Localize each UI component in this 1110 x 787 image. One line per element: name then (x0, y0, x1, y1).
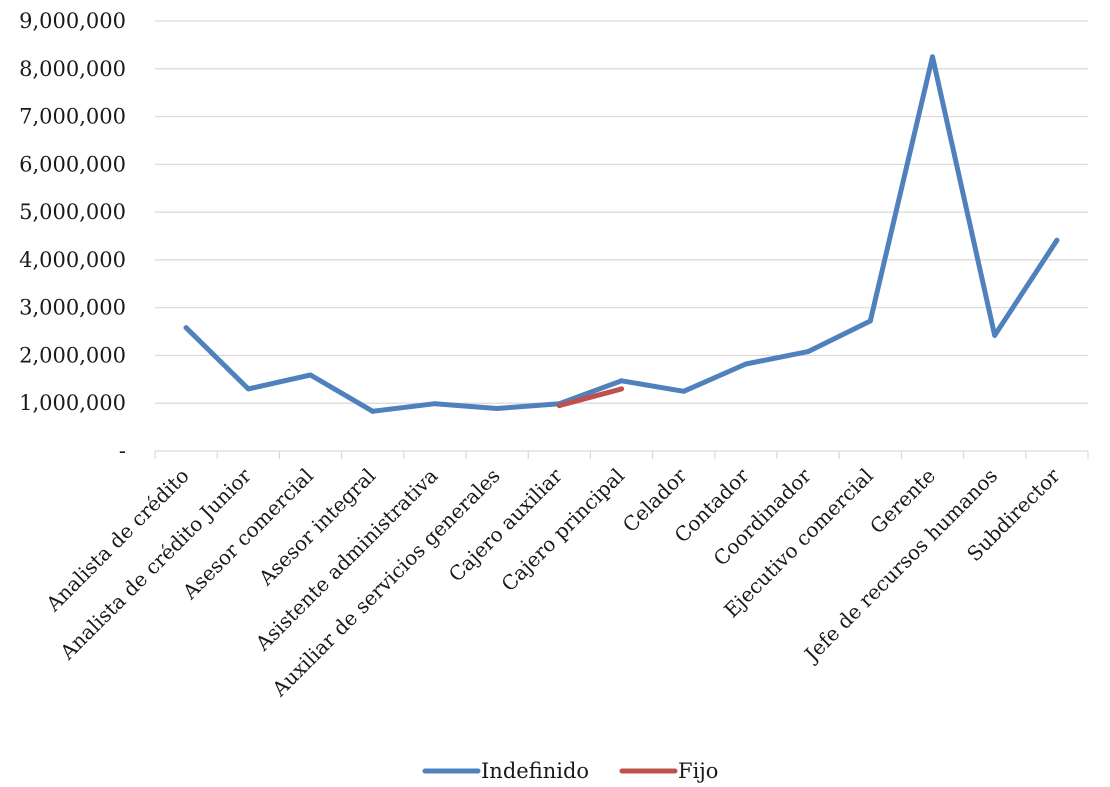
x-tick-label-cajero-auxiliar: Cajero auxiliar (444, 463, 567, 586)
data-point-indefinido-jefe-de-recursos-humanos (992, 332, 998, 338)
legend-label-fijo: Fijo (678, 759, 718, 783)
y-tick-label: 2,000,000 (19, 343, 126, 367)
data-point-indefinido-gerente (930, 54, 935, 60)
data-point-indefinido-asistente-administrativa (432, 401, 438, 407)
data-point-indefinido-ejecutivo-comercial (867, 318, 873, 324)
series-line-indefinido (183, 54, 1060, 414)
y-axis-tick-labels: - 1,000,000 2,000,000 3,000,000 4,000,000 5,0… (19, 9, 126, 463)
data-point-indefinido-analista-de-credito (183, 325, 189, 331)
data-point-indefinido-contador (743, 361, 749, 367)
data-point-fijo-cajero-auxiliar (556, 403, 562, 409)
y-tick-label: 1,000,000 (19, 391, 126, 415)
y-tick-label: 9,000,000 (19, 9, 126, 33)
data-point-indefinido-celador (681, 388, 687, 394)
y-tick-label: 6,000,000 (19, 152, 126, 176)
y-tick-label: 5,000,000 (19, 200, 126, 224)
data-point-fijo-cajero-principal (619, 386, 624, 392)
x-tick-label-auxiliar-de-servicios-generales: Auxiliar de servicios generales (267, 464, 505, 702)
y-tick-label: 8,000,000 (19, 57, 126, 81)
data-point-indefinido-asesor-integral (370, 408, 376, 414)
series-line-fijo (556, 386, 624, 409)
data-point-indefinido-subdirector (1054, 237, 1060, 243)
y-tick-label: - (119, 439, 126, 463)
series-lines (183, 54, 1060, 414)
y-tick-label: 4,000,000 (19, 248, 126, 272)
y-tick-label: 3,000,000 (19, 296, 126, 320)
legend: Indefinido Fijo (422, 759, 718, 783)
data-point-indefinido-auxiliar-de-servicios-generales (494, 405, 500, 411)
data-point-indefinido-analista-de-credito-junior (245, 386, 251, 392)
y-tick-label: 7,000,000 (19, 105, 126, 129)
gridlines (155, 20, 1088, 404)
data-point-indefinido-asesor-comercial (308, 372, 313, 378)
legend-label-indefinido: Indefinido (481, 759, 589, 783)
data-point-indefinido-cajero-principal (619, 378, 624, 384)
data-point-indefinido-coordinador (805, 349, 811, 355)
